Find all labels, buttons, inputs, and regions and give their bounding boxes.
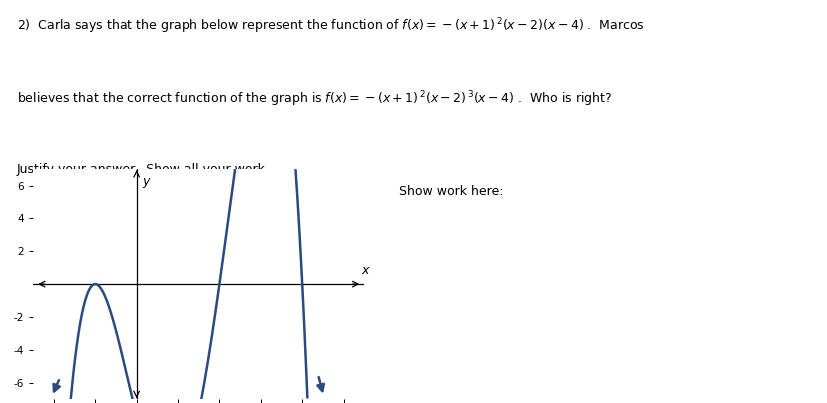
Text: 2)  Carla says that the graph below represent the function of $f(x) = -(x + 1)^{: 2) Carla says that the graph below repre… xyxy=(17,16,643,36)
Text: believes that the correct function of the graph is $f(x) = -(x + 1)^{\,2}(x - 2): believes that the correct function of th… xyxy=(17,89,611,109)
Text: Justify your answer.  Show all your work.: Justify your answer. Show all your work. xyxy=(17,163,269,176)
Text: Show work here:: Show work here: xyxy=(399,185,503,198)
Text: $x$: $x$ xyxy=(361,264,370,277)
Text: $y$: $y$ xyxy=(142,176,151,190)
